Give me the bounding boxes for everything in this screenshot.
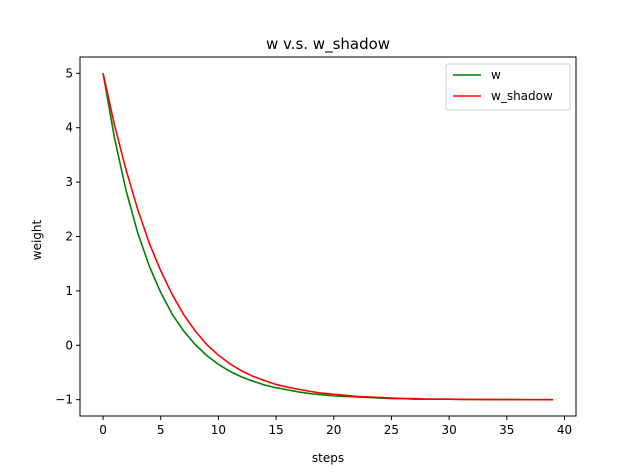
x-axis-ticks: 0 5 10 15 20 25 30 35 40 (99, 416, 572, 437)
x-tick-label: 40 (557, 423, 572, 437)
legend-label-w: w (491, 68, 501, 82)
legend-label-w-shadow: w_shadow (491, 89, 553, 103)
y-tick-label: 5 (65, 66, 73, 80)
y-tick-label: 2 (65, 230, 73, 244)
x-tick-label: 25 (384, 423, 399, 437)
legend-box (445, 63, 571, 111)
y-tick-label: 4 (65, 121, 73, 135)
y-tick-label: 1 (65, 284, 73, 298)
y-tick-label: 3 (65, 175, 73, 189)
x-tick-label: 10 (211, 423, 226, 437)
x-tick-label: 5 (157, 423, 165, 437)
y-axis-label: weight (30, 219, 44, 260)
legend: w w_shadow (445, 63, 571, 111)
x-tick-label: 15 (268, 423, 283, 437)
y-tick-label: −1 (55, 393, 73, 407)
y-tick-label: 0 (65, 338, 73, 352)
x-tick-label: 30 (441, 423, 456, 437)
x-tick-label: 20 (326, 423, 341, 437)
y-axis-ticks: −1 0 1 2 3 4 5 (55, 66, 80, 407)
chart-title: w v.s. w_shadow (266, 35, 390, 54)
plot-lines (102, 73, 553, 401)
x-tick-label: 0 (99, 423, 107, 437)
x-tick-label: 35 (499, 423, 514, 437)
x-axis-label: steps (312, 451, 344, 465)
series-line-w-shadow (102, 73, 553, 401)
